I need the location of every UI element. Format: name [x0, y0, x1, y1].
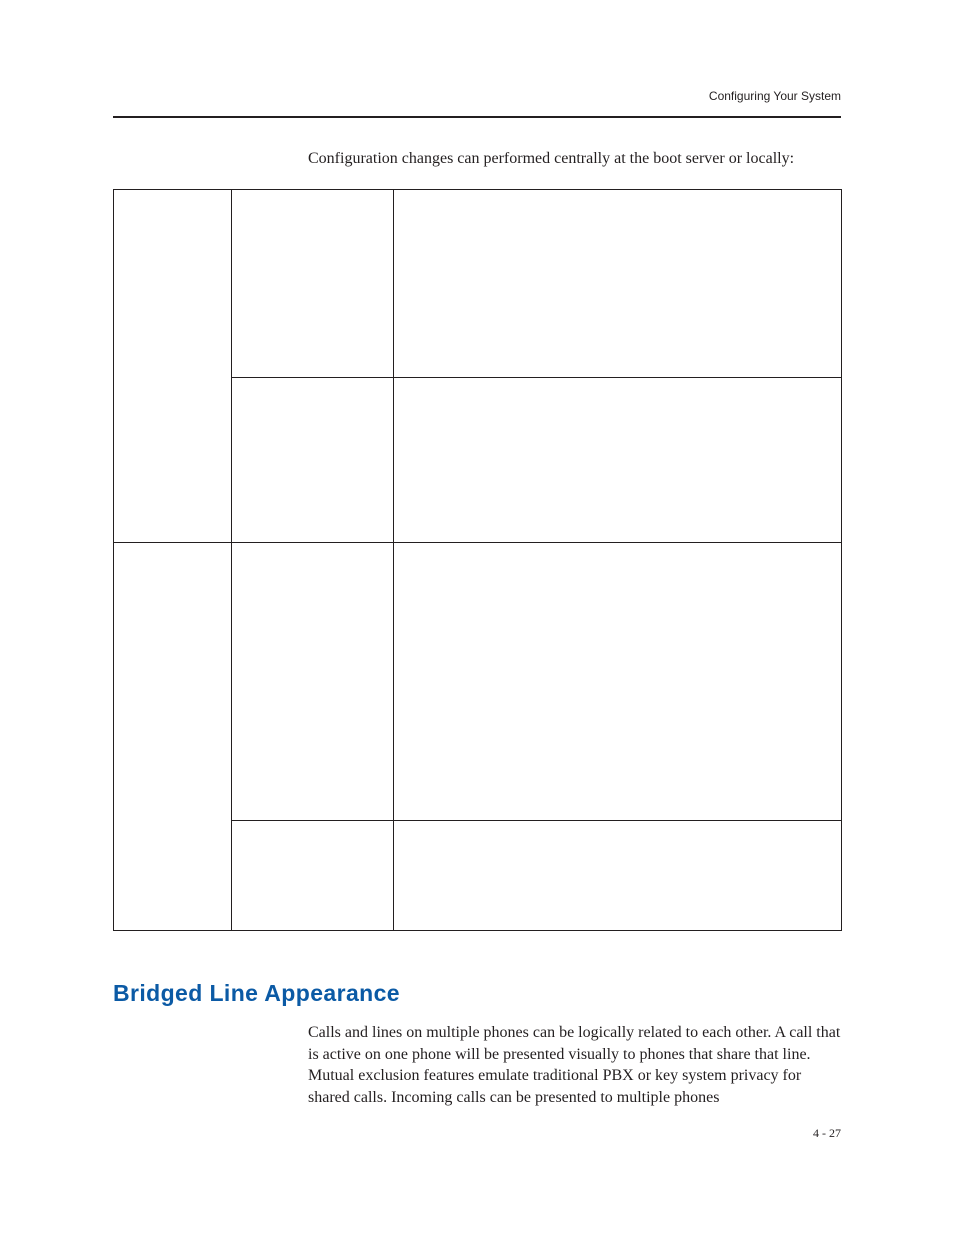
table-cell [232, 543, 394, 821]
table-cell [394, 543, 842, 821]
page-number: 4 - 27 [813, 1126, 841, 1141]
table-cell [232, 190, 394, 378]
table-cell [394, 378, 842, 543]
intro-text: Configuration changes can performed cent… [308, 148, 841, 170]
section-paragraph: Calls and lines on multiple phones can b… [308, 1022, 841, 1108]
table-cell [394, 821, 842, 931]
section-heading: Bridged Line Appearance [113, 980, 400, 1007]
table-cell [114, 190, 232, 543]
config-table [113, 189, 841, 931]
table-cell [394, 190, 842, 378]
header-rule [113, 116, 841, 118]
table-cell [114, 543, 232, 931]
table-cell [232, 378, 394, 543]
running-header: Configuring Your System [709, 89, 841, 103]
table-cell [232, 821, 394, 931]
config-table-element [113, 189, 842, 931]
page: Configuring Your System Configuration ch… [0, 0, 954, 1235]
